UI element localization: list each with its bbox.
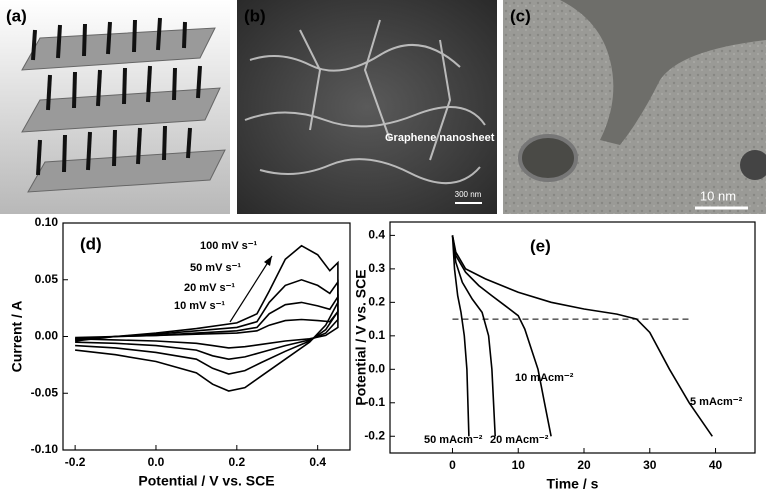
panel-a: (a) <box>0 0 230 214</box>
y-tick-label: 0.05 <box>35 272 59 286</box>
x-tick-label: 0 <box>449 458 456 472</box>
x-tick-label: 20 <box>577 458 591 472</box>
panel-label: (e) <box>530 236 551 255</box>
particle <box>740 150 766 180</box>
y-tick-label: 0.3 <box>368 261 385 275</box>
y-axis-title: Potential / V vs. SCE <box>353 269 369 405</box>
panel-label: (a) <box>6 6 27 25</box>
series-line <box>451 235 470 437</box>
y-tick-label: -0.1 <box>364 395 385 409</box>
series-label: 100 mV s⁻¹ <box>200 240 258 252</box>
series-label: 50 mAcm⁻² <box>424 434 483 446</box>
x-tick-label: 0.0 <box>148 455 165 469</box>
series-line <box>75 309 339 349</box>
x-tick-label: 10 <box>512 458 526 472</box>
scale-bar-label: 300 nm <box>455 190 482 199</box>
annotation: Graphene nanosheet <box>385 132 495 144</box>
series-label: 5 mAcm⁻² <box>690 396 743 408</box>
panel-label: (d) <box>80 234 102 253</box>
x-tick-label: 0.2 <box>228 455 245 469</box>
plot-frame <box>389 221 756 454</box>
x-axis-title: Potential / V vs. SCE <box>138 473 274 489</box>
nanorods <box>31 17 202 176</box>
series-label: 20 mV s⁻¹ <box>184 282 235 294</box>
sheet <box>21 87 221 133</box>
y-tick-label: 0.4 <box>368 228 385 242</box>
nanorod-image <box>560 0 766 145</box>
y-tick-label: 0.1 <box>368 328 385 342</box>
scale-bar-label: 10 nm <box>700 188 736 203</box>
series-label: 20 mAcm⁻² <box>490 434 549 446</box>
arrow <box>229 255 273 323</box>
series-label: 50 mV s⁻¹ <box>190 262 241 274</box>
x-tick-label: 40 <box>709 458 723 472</box>
y-tick-label: 0.00 <box>35 329 59 343</box>
arrow-head <box>264 256 272 266</box>
particle <box>518 134 578 182</box>
y-axis-title: Current / A <box>9 301 25 373</box>
y-tick-label: 0.10 <box>35 215 59 229</box>
panel-c: (c) 10 nm <box>503 0 766 214</box>
panel-label: (c) <box>510 6 531 25</box>
panel-label: (b) <box>244 6 266 25</box>
y-tick-label: 0.2 <box>368 295 385 309</box>
y-tick-label: -0.10 <box>31 442 59 456</box>
series-line <box>451 235 496 437</box>
x-tick-label: 0.4 <box>309 455 326 469</box>
sheet <box>21 27 216 71</box>
x-tick-label: 30 <box>643 458 657 472</box>
x-tick-label: -0.2 <box>65 455 86 469</box>
series-line <box>75 294 339 361</box>
texture <box>244 19 486 185</box>
panel-b: (b) Graphene nanosheet 300 nm <box>237 0 497 214</box>
series-label: 10 mV s⁻¹ <box>174 300 225 312</box>
series-line <box>451 235 713 437</box>
x-axis-title: Time / s <box>547 476 599 492</box>
y-tick-label: -0.05 <box>31 385 59 399</box>
y-tick-label: -0.2 <box>364 428 385 442</box>
series-label: 10 mAcm⁻² <box>515 372 574 384</box>
series-line <box>451 235 552 437</box>
y-tick-label: 0.0 <box>368 361 385 375</box>
